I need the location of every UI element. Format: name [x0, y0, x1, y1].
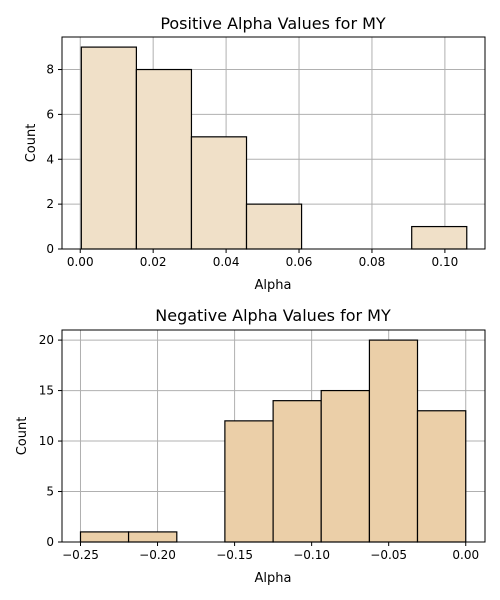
ticks: 0.00 0.02 0.04 0.06 0.08 0.10 0 2 4 6 8 — [46, 63, 458, 269]
x-tick-label: −0.25 — [62, 548, 99, 562]
x-axis-label: Alpha — [255, 571, 292, 586]
x-tick-label: −0.05 — [370, 548, 407, 562]
chart-title: Positive Alpha Values for MY — [160, 14, 386, 33]
bars — [80, 46, 468, 250]
chart-positive-alpha: Positive Alpha Values for MY 0.00 0.02 0.0… — [24, 14, 486, 293]
x-tick-label: −0.10 — [293, 548, 330, 562]
y-tick-label: 0 — [46, 535, 54, 549]
histogram-bar — [416, 410, 467, 543]
histogram-bar — [245, 203, 303, 250]
y-tick-label: 10 — [39, 434, 54, 448]
x-tick-label: 0.08 — [359, 255, 386, 269]
histogram-bar — [79, 531, 130, 543]
x-tick-label: 0.02 — [140, 255, 167, 269]
chart-negative-alpha: Negative Alpha Values for MY −0.25 −0.20−… — [15, 306, 486, 586]
histogram-bar — [190, 136, 248, 250]
y-tick-label: 5 — [46, 485, 54, 499]
y-tick-label: 8 — [46, 63, 54, 77]
bars — [79, 339, 467, 543]
histogram-bar — [127, 531, 178, 543]
y-tick-label: 4 — [46, 152, 54, 166]
ticks: −0.25 −0.20 −0.15 −0.10 −0.05 0.00 0 5 10 15 20 — [39, 333, 479, 562]
y-axis-label: Count — [24, 124, 39, 163]
x-tick-label: 0.04 — [213, 255, 240, 269]
x-tick-label: −0.15 — [216, 548, 253, 562]
histogram-bar — [224, 420, 274, 543]
histogram-bar — [411, 225, 468, 250]
x-axis-label: Alpha — [255, 278, 292, 293]
chart-title: Negative Alpha Values for MY — [155, 306, 391, 325]
x-tick-label: 0.10 — [432, 255, 459, 269]
y-tick-label: 20 — [39, 333, 54, 347]
plot-frame — [61, 329, 486, 543]
y-axis-label: Count — [15, 417, 30, 456]
y-tick-label: 15 — [39, 384, 54, 398]
y-tick-label: 0 — [46, 242, 54, 256]
x-tick-label: 0.00 — [452, 548, 479, 562]
x-tick-label: 0.06 — [286, 255, 313, 269]
plot-frame — [61, 36, 486, 250]
histogram-bar — [80, 46, 137, 250]
y-tick-label: 2 — [46, 197, 54, 211]
histogram-bar — [368, 339, 419, 543]
x-tick-label: 0.00 — [67, 255, 94, 269]
histogram-bar — [320, 389, 371, 543]
x-tick-label: −0.20 — [139, 548, 176, 562]
histogram-bar — [135, 68, 193, 250]
y-tick-label: 6 — [46, 107, 54, 121]
histogram-bar — [272, 400, 322, 543]
